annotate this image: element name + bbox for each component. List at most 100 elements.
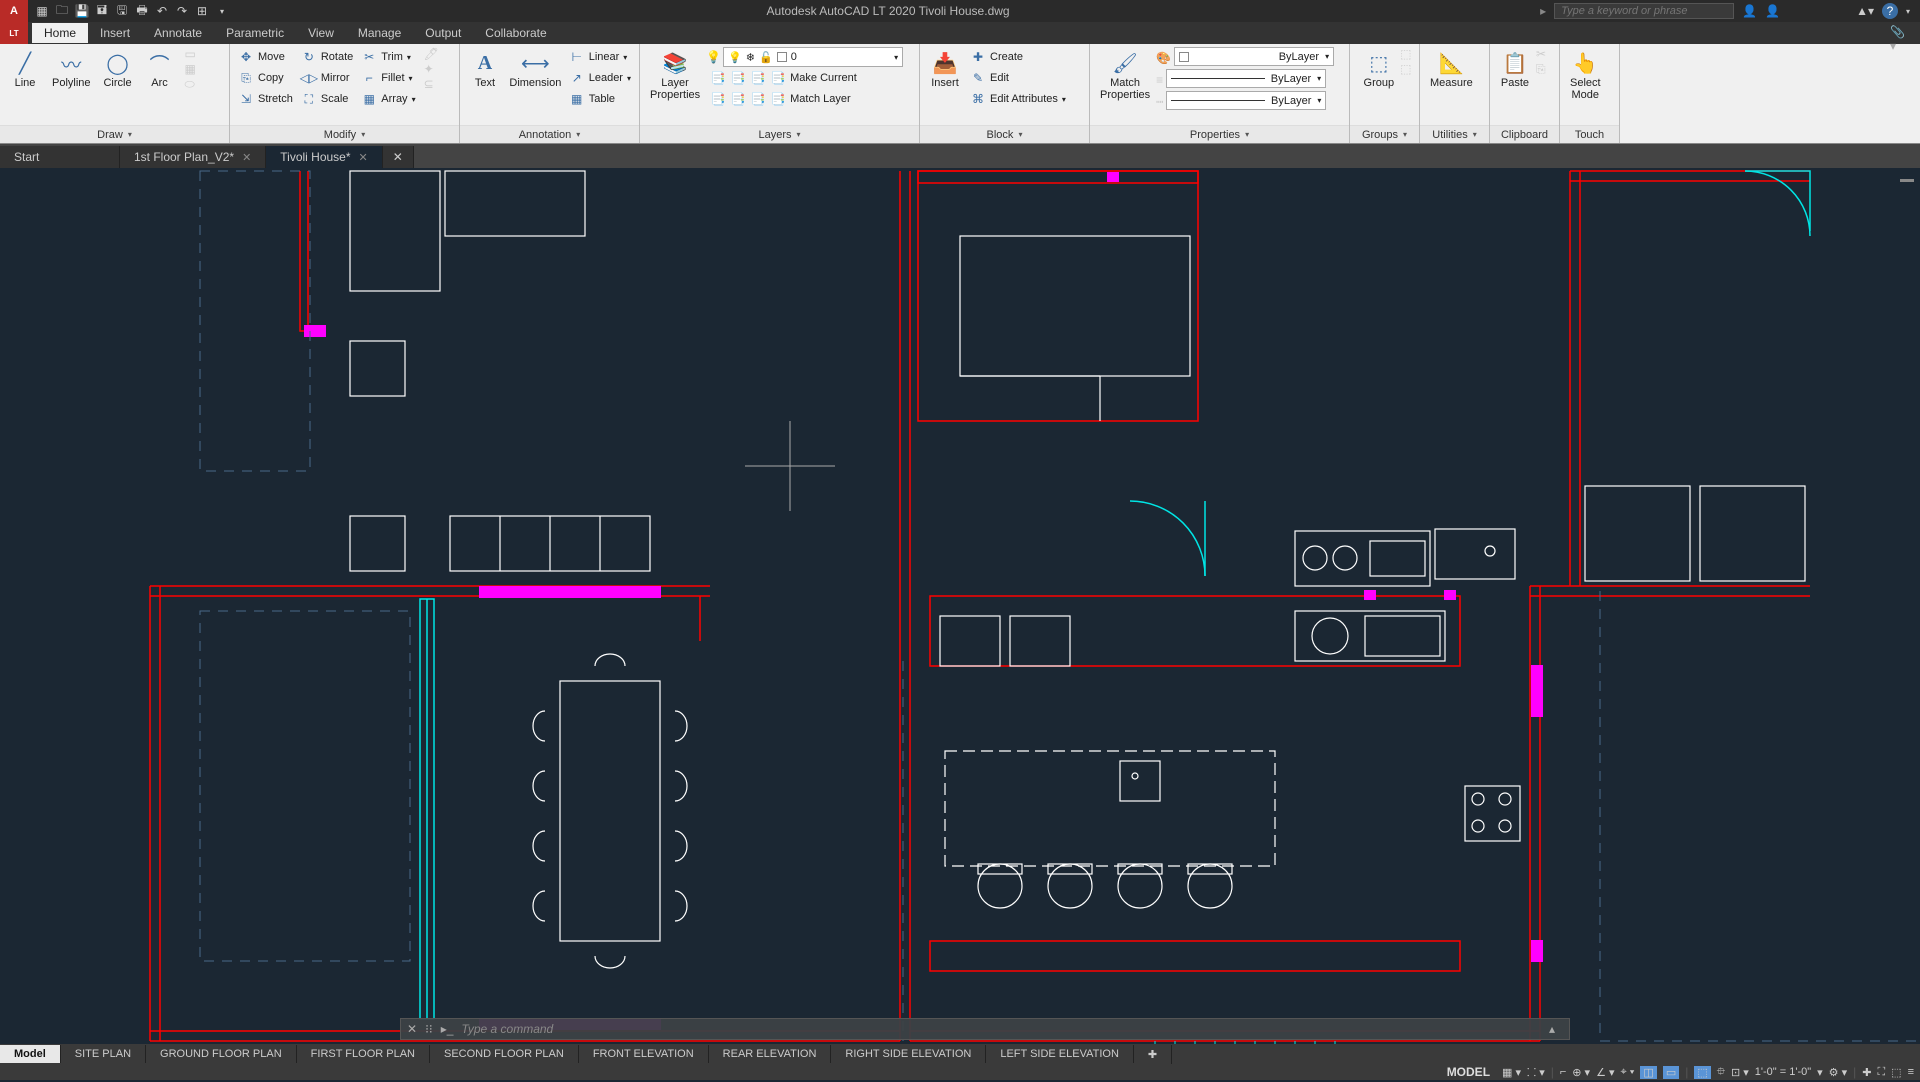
rotate-button[interactable]: ↻Rotate	[297, 47, 357, 67]
qat-more-icon[interactable]: ⊞	[194, 3, 210, 19]
cmd-up-icon[interactable]: ▴	[1549, 1022, 1555, 1036]
circle-button[interactable]: ◯Circle	[97, 47, 139, 91]
add-tab-button[interactable]: ✕	[383, 146, 414, 168]
model-space-label[interactable]: MODEL	[1441, 1065, 1496, 1079]
select-mode-button[interactable]: 👆Select Mode	[1564, 47, 1607, 103]
linetype-icon[interactable]: ┉	[1156, 95, 1163, 109]
ungroup-icon[interactable]: ⬚	[1400, 47, 1411, 61]
panel-block-title[interactable]: Block	[920, 125, 1089, 143]
qat-open-icon[interactable]: 🗀	[54, 3, 70, 19]
match-layer-button[interactable]: 📑📑📑📑Match Layer	[706, 89, 915, 109]
lineweight-dropdown[interactable]: ByLayer▾	[1166, 69, 1326, 88]
lineweight-icon[interactable]: ≡	[1156, 73, 1163, 87]
move-button[interactable]: ✥Move	[234, 47, 297, 67]
cut-icon[interactable]: ✂	[1536, 47, 1546, 61]
info-arrow-icon[interactable]: ▸	[1540, 4, 1546, 18]
share-icon[interactable]: 📎▾	[1890, 25, 1910, 41]
group-edit-icon[interactable]: ⬚	[1400, 62, 1411, 76]
tab-output[interactable]: Output	[413, 23, 473, 43]
qat-undo-icon[interactable]: ↶	[154, 3, 170, 19]
tab-insert[interactable]: Insert	[88, 23, 142, 43]
rect-icon[interactable]: ▭	[185, 47, 196, 61]
insert-button[interactable]: 📥Insert	[924, 47, 966, 91]
keyword-search-input[interactable]	[1554, 3, 1734, 19]
iso-icon[interactable]: ∠ ▾	[1596, 1066, 1614, 1079]
qat-redo-icon[interactable]: ↷	[174, 3, 190, 19]
lwt-icon[interactable]: ▭	[1663, 1066, 1679, 1079]
dimension-button[interactable]: ⟷Dimension	[506, 47, 565, 91]
linetype-dropdown[interactable]: ByLayer▾	[1166, 91, 1326, 110]
layer-dropdown[interactable]: 💡❄🔓 0 ▾	[723, 47, 903, 67]
max-icon[interactable]: ✚	[1862, 1066, 1871, 1079]
close-tab-icon[interactable]: ✕	[242, 151, 251, 164]
qat-saveas-icon[interactable]: 🖬	[94, 3, 110, 19]
create-button[interactable]: ✚Create	[966, 47, 1070, 67]
scale-dd-icon[interactable]: ▾	[1817, 1066, 1823, 1079]
line-button[interactable]: ╱Line	[4, 47, 46, 91]
user-icon[interactable]: 👤	[1765, 4, 1780, 18]
tab-annotate[interactable]: Annotate	[142, 23, 214, 43]
tab-manage[interactable]: Manage	[346, 23, 413, 43]
grid-icon[interactable]: ▦ ▾	[1502, 1066, 1521, 1079]
cmd-handle-icon[interactable]: ⁝⁝	[425, 1022, 433, 1036]
make-current-button[interactable]: 📑📑📑📑Make Current	[706, 68, 915, 88]
tab-parametric[interactable]: Parametric	[214, 23, 296, 43]
panel-utilities-title[interactable]: Utilities	[1420, 125, 1489, 143]
custom-icon[interactable]: ⬚	[1891, 1066, 1901, 1079]
layout-tab-model[interactable]: Model	[0, 1045, 61, 1063]
polyline-button[interactable]: 〰Polyline	[46, 47, 97, 91]
group-button[interactable]: ⬚Group	[1358, 47, 1401, 91]
offset-icon[interactable]: ⊆	[424, 77, 439, 91]
clean-icon[interactable]: ⛶	[1877, 1066, 1885, 1079]
help-dd-icon[interactable]: ▾	[1906, 7, 1910, 16]
otrack-icon[interactable]: ◫	[1640, 1066, 1656, 1079]
qat-dd-icon[interactable]: ▾	[214, 3, 230, 19]
layout-tab[interactable]: FIRST FLOOR PLAN	[297, 1045, 430, 1063]
add-layout-button[interactable]: ✚	[1134, 1045, 1172, 1064]
panel-groups-title[interactable]: Groups	[1350, 125, 1419, 143]
match-properties-button[interactable]: 🖌Match Properties	[1094, 47, 1156, 103]
linear-button[interactable]: ⊢Linear▾	[565, 47, 635, 67]
close-tab-icon[interactable]: ✕	[359, 151, 368, 164]
ortho-icon[interactable]: ⌐	[1560, 1066, 1566, 1078]
hatch-icon[interactable]: ▦	[185, 62, 196, 76]
copy-clip-icon[interactable]: ⎘	[1536, 62, 1546, 77]
edit-button[interactable]: ✎Edit	[966, 68, 1070, 88]
layout-tab[interactable]: FRONT ELEVATION	[579, 1045, 709, 1063]
layer-properties-button[interactable]: 📚Layer Properties	[644, 47, 706, 103]
command-line[interactable]: ✕ ⁝⁝ ▸_ Type a command ▴	[400, 1018, 1570, 1040]
layout-tab[interactable]: RIGHT SIDE ELEVATION	[831, 1045, 986, 1063]
cmd-close-icon[interactable]: ✕	[407, 1022, 417, 1036]
arc-button[interactable]: ⌒Arc	[139, 47, 181, 91]
panel-draw-title[interactable]: Draw	[0, 125, 229, 143]
ellipse-icon[interactable]: ⬭	[185, 77, 196, 92]
layout-tab[interactable]: SECOND FLOOR PLAN	[430, 1045, 579, 1063]
array-button[interactable]: ▦Array▾	[357, 89, 419, 109]
panel-annotation-title[interactable]: Annotation	[460, 125, 639, 143]
signin-icon[interactable]: 👤	[1742, 4, 1757, 18]
qat-save2-icon[interactable]: 🖫	[114, 3, 130, 19]
panel-properties-title[interactable]: Properties	[1090, 125, 1349, 143]
gear-icon[interactable]: ⚙ ▾	[1829, 1066, 1847, 1079]
layout-tab[interactable]: LEFT SIDE ELEVATION	[986, 1045, 1134, 1063]
file-tab-0[interactable]: 1st Floor Plan_V2*✕	[120, 146, 266, 168]
table-button[interactable]: ▦Table	[565, 89, 635, 109]
qat-new-icon[interactable]: ▦	[34, 3, 50, 19]
mirror-button[interactable]: ◁▷Mirror	[297, 68, 357, 88]
layout-tab[interactable]: REAR ELEVATION	[709, 1045, 832, 1063]
layout-tab[interactable]: SITE PLAN	[61, 1045, 146, 1063]
copy-button[interactable]: ⎘Copy	[234, 68, 297, 88]
autodesk-icon[interactable]: ▲▾	[1856, 4, 1874, 18]
transparency-icon[interactable]: ⬚	[1694, 1066, 1710, 1079]
qat-print-icon[interactable]: 🖶	[134, 3, 150, 19]
scale-label[interactable]: 1'-0" = 1'-0"	[1755, 1066, 1811, 1078]
scale-button[interactable]: ⛶Scale	[297, 89, 357, 109]
stretch-button[interactable]: ⇲Stretch	[234, 89, 297, 109]
leader-button[interactable]: ↗Leader▾	[565, 68, 635, 88]
tab-view[interactable]: View	[296, 23, 346, 43]
menu-icon[interactable]: ≡	[1908, 1066, 1914, 1078]
text-button[interactable]: AText	[464, 47, 506, 91]
app-logo[interactable]: A	[0, 0, 28, 22]
layer-bulb-icon[interactable]: 💡	[706, 50, 721, 64]
osnap-icon[interactable]: ⌖ ▾	[1621, 1066, 1635, 1079]
